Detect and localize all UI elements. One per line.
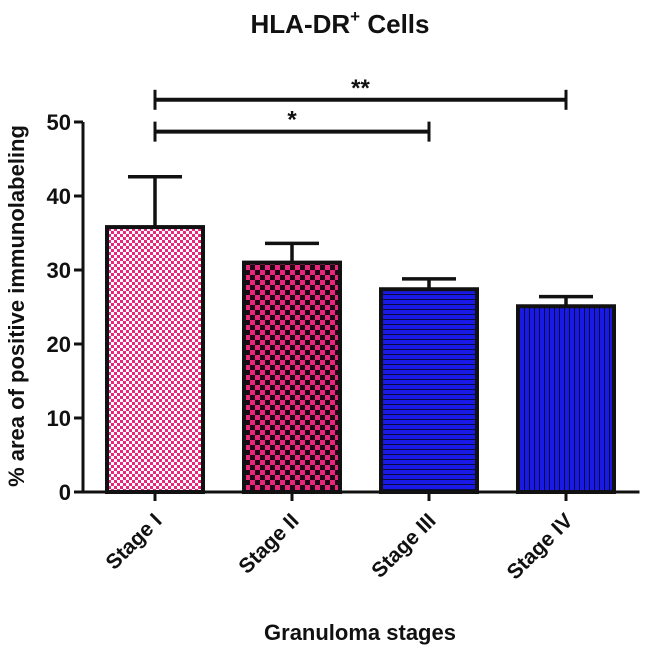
chart-title-superscript: + <box>350 7 360 26</box>
chart-title-text: HLA-DR <box>251 9 351 39</box>
x-axis-title: Granuloma stages <box>264 620 456 645</box>
y-tick-label: 0 <box>59 480 71 505</box>
y-tick-label: 40 <box>47 184 71 209</box>
y-axis-title: % area of positive immunolabeling <box>4 125 29 487</box>
bar-stage-ii <box>242 260 342 494</box>
y-tick-label: 50 <box>47 110 71 135</box>
x-tick-label: Stage III <box>367 509 440 582</box>
y-tick-label: 10 <box>47 406 71 431</box>
significance-label: ** <box>351 75 370 102</box>
chart-title-suffix: Cells <box>360 9 429 39</box>
x-tick-label: Stage IV <box>503 509 578 584</box>
x-tick-label: Stage I <box>102 509 167 574</box>
y-tick-label: 20 <box>47 332 71 357</box>
chart-marks: 0 10 20 30 40 50 Stage I Stage II Stage III Stage… <box>47 75 640 584</box>
bar-stage-iv <box>516 304 616 495</box>
chart-title: HLA-DR+ Cells <box>251 7 430 39</box>
x-tick-label: Stage II <box>234 509 303 578</box>
bar-stage-iii <box>379 287 479 494</box>
significance-label: * <box>287 107 297 134</box>
bar-stage-i <box>105 225 205 495</box>
y-tick-label: 30 <box>47 258 71 283</box>
